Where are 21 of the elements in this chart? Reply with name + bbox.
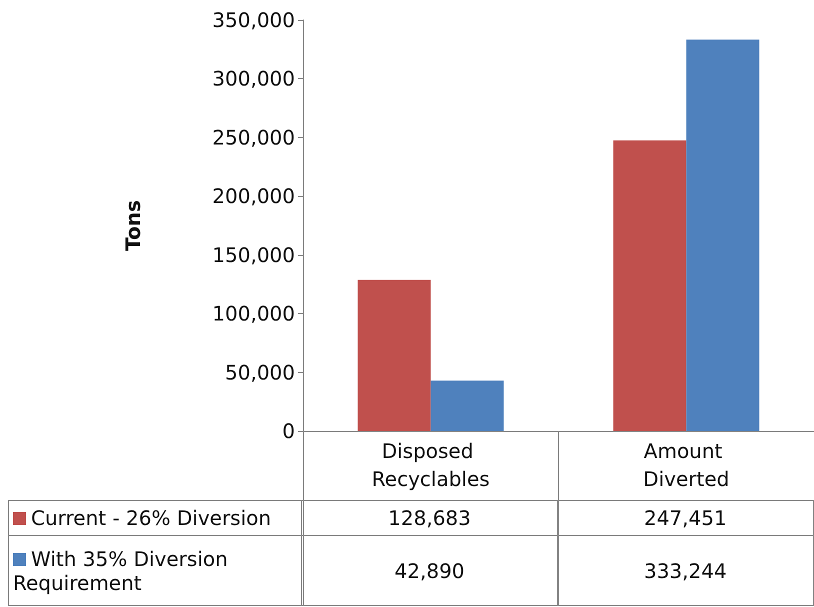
x-tick-label: Disposed Recyclables [372, 439, 490, 491]
bar [686, 40, 760, 431]
x-tick-label: Amount Diverted [643, 439, 730, 491]
data-label: 333,244 [557, 536, 814, 606]
y-tick-label: 0 [282, 419, 295, 443]
bar [613, 140, 686, 431]
legend-label: Current - 26% Diversion [8, 500, 302, 536]
y-tick-label: 100,000 [212, 302, 295, 326]
data-label: 42,890 [302, 536, 558, 606]
bar [358, 280, 431, 431]
legend-label: With 35% Diversion Requirement [8, 536, 302, 606]
data-label: 128,683 [302, 500, 558, 536]
y-tick-label: 300,000 [212, 66, 295, 91]
y-tick-label: 350,000 [212, 8, 295, 32]
y-tick-label: 150,000 [212, 242, 295, 267]
y-axis-title: Tons [121, 200, 145, 251]
data-label: 247,451 [557, 500, 814, 536]
y-tick-label: 200,000 [212, 184, 295, 208]
bar [430, 380, 504, 431]
y-tick-label: 50,000 [225, 360, 295, 384]
y-tick-label: 250,000 [212, 125, 295, 150]
